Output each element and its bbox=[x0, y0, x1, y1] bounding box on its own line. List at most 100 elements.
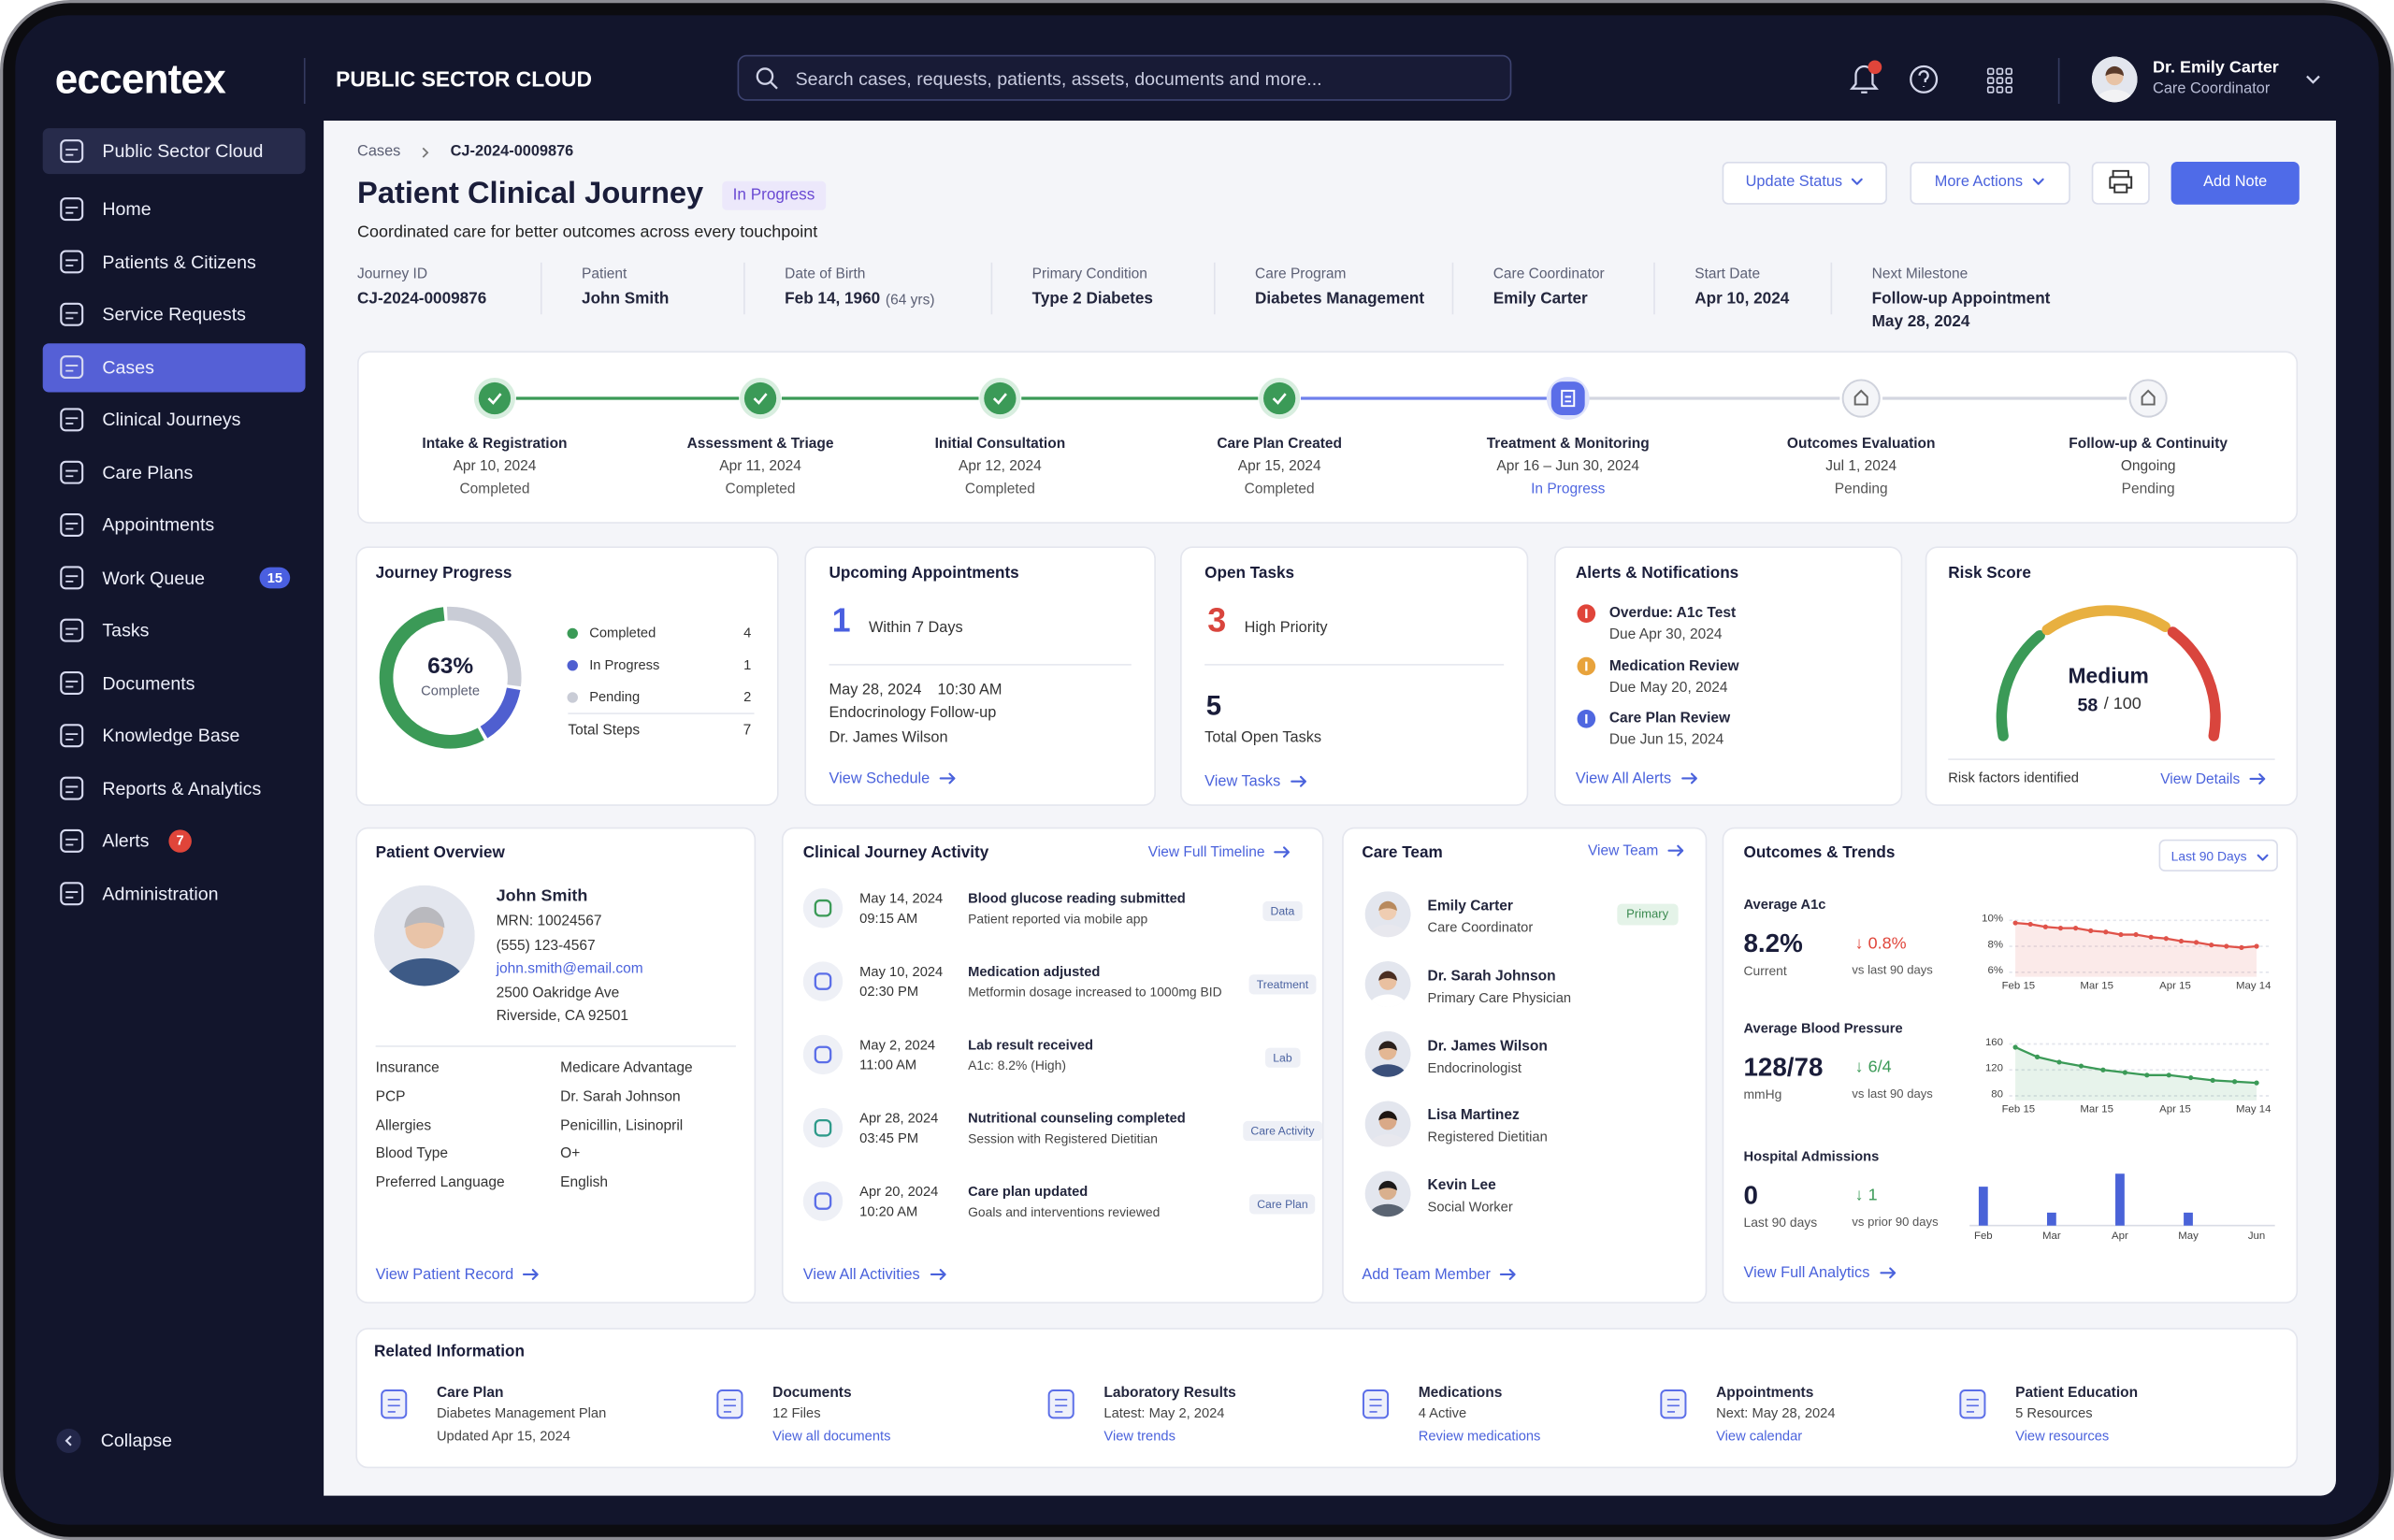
outcomes-card bbox=[1722, 827, 2299, 1303]
step-node bbox=[2128, 379, 2168, 418]
collapse-label[interactable]: Collapse bbox=[100, 1430, 173, 1452]
arrow-icon-path bbox=[1500, 1269, 1517, 1281]
link[interactable]: Add Team Member bbox=[1362, 1267, 1518, 1286]
field-label: Allergies bbox=[375, 1116, 432, 1134]
header-divider bbox=[2057, 58, 2060, 104]
nav-icon-detail bbox=[65, 259, 79, 266]
card-divider bbox=[1204, 664, 1505, 666]
nav-icon-detail bbox=[65, 365, 79, 372]
field-value: O+ bbox=[560, 1145, 581, 1163]
link[interactable]: View Tasks bbox=[1204, 774, 1307, 793]
nav-label[interactable]: Public Sector Cloud bbox=[102, 139, 264, 162]
nav-icon bbox=[60, 460, 84, 484]
activity-tag: Care Activity bbox=[1243, 1120, 1322, 1142]
nav-label[interactable]: Alerts bbox=[102, 829, 150, 852]
nav-icon bbox=[60, 139, 84, 164]
collapse-chevron bbox=[65, 1435, 72, 1446]
summary-label: Next Milestone bbox=[1871, 266, 1969, 283]
bar bbox=[2184, 1212, 2193, 1226]
related-link[interactable]: View trends bbox=[1103, 1428, 1175, 1444]
nav-icon bbox=[60, 197, 84, 222]
related-link[interactable]: View all documents bbox=[772, 1428, 891, 1444]
step-name: Assessment & Triage bbox=[686, 435, 834, 453]
y-tick-label: 10% bbox=[1982, 914, 2004, 925]
link[interactable]: View All Alerts bbox=[1576, 770, 1699, 789]
user-name[interactable]: Dr. Emily Carter bbox=[2153, 58, 2279, 78]
related-title: Documents bbox=[772, 1385, 852, 1402]
button-label[interactable]: More Actions bbox=[1935, 174, 2044, 193]
activity-icon-glyph bbox=[814, 899, 832, 917]
nav-label[interactable]: Tasks bbox=[102, 619, 150, 641]
nav-label[interactable]: Clinical Journeys bbox=[102, 409, 241, 430]
link[interactable]: View Full Timeline bbox=[1148, 844, 1292, 862]
legend-dot bbox=[567, 627, 578, 640]
breadcrumb[interactable]: Cases bbox=[357, 143, 401, 161]
bell-icon bbox=[1849, 65, 1879, 94]
member-role: Endocrinologist bbox=[1427, 1059, 1522, 1075]
page-subtitle: Coordinated care for better outcomes acr… bbox=[357, 223, 818, 242]
nav-label[interactable]: Work Queue bbox=[102, 567, 206, 588]
nav-icon-detail bbox=[65, 680, 79, 688]
activity-tag: Care Plan bbox=[1249, 1194, 1316, 1215]
trend-point bbox=[2209, 943, 2214, 948]
nav-label[interactable]: Cases bbox=[102, 355, 154, 378]
risk-score: 58 bbox=[2077, 694, 2098, 716]
legend-label: Completed bbox=[589, 625, 656, 640]
link[interactable]: View Team bbox=[1588, 843, 1686, 861]
apps-icon bbox=[1996, 67, 2004, 76]
search-placeholder[interactable]: Search cases, requests, patients, assets… bbox=[795, 68, 1322, 90]
step-node bbox=[1263, 381, 1296, 415]
nav-icon bbox=[60, 882, 84, 906]
trend-point bbox=[2254, 943, 2259, 949]
trend-point bbox=[2118, 931, 2124, 938]
nav-label[interactable]: Patients & Citizens bbox=[102, 251, 256, 273]
summary-value: Feb 14, 1960 bbox=[785, 289, 881, 309]
patient-email[interactable]: john.smith@email.com bbox=[496, 960, 643, 978]
help-icon bbox=[1910, 65, 1939, 94]
summary-divider bbox=[1213, 262, 1216, 315]
link[interactable]: View Schedule bbox=[829, 770, 958, 789]
link[interactable]: View Full Analytics bbox=[1743, 1265, 1896, 1284]
search-box[interactable] bbox=[737, 54, 1512, 101]
product-name: PUBLIC SECTOR CLOUD bbox=[336, 66, 593, 92]
nav-label[interactable]: Service Requests bbox=[102, 303, 246, 325]
step-name: Intake & Registration bbox=[422, 435, 568, 453]
step-icon bbox=[1561, 389, 1576, 408]
nav-label[interactable]: Home bbox=[102, 197, 151, 220]
card-divider bbox=[1948, 758, 2275, 760]
related-link[interactable]: Review medications bbox=[1418, 1428, 1541, 1444]
button[interactable] bbox=[1910, 162, 2070, 205]
x-tick-label: Mar 15 bbox=[2080, 1104, 2113, 1115]
nav-label[interactable]: Administration bbox=[102, 882, 219, 904]
nav-label[interactable]: Appointments bbox=[102, 513, 215, 536]
link[interactable]: View Patient Record bbox=[376, 1267, 541, 1286]
card-title: Upcoming Appointments bbox=[829, 564, 1019, 583]
related-icon-lines bbox=[387, 1399, 400, 1413]
nav-label[interactable]: Knowledge Base bbox=[102, 725, 240, 746]
progress-percent: 63% bbox=[427, 653, 474, 680]
chevron-icon-path bbox=[2032, 179, 2044, 186]
related-link[interactable]: View resources bbox=[2015, 1428, 2110, 1444]
nav-label[interactable]: Documents bbox=[102, 671, 195, 694]
summary-divider bbox=[540, 262, 542, 315]
nav-label[interactable]: Reports & Analytics bbox=[102, 777, 262, 799]
arrow-icon-path bbox=[1680, 773, 1697, 785]
related-title: Appointments bbox=[1716, 1385, 1814, 1402]
nav-label[interactable]: Care Plans bbox=[102, 461, 194, 483]
button-label[interactable]: Update Status bbox=[1746, 174, 1864, 193]
open-tasks-label: Total Open Tasks bbox=[1204, 729, 1322, 747]
activity-date: Apr 20, 2024 bbox=[859, 1184, 939, 1200]
related-link[interactable]: View calendar bbox=[1716, 1428, 1803, 1444]
risk-note: Risk factors identified bbox=[1948, 770, 2079, 785]
trend-point bbox=[2224, 943, 2229, 949]
print-button[interactable] bbox=[2091, 162, 2150, 205]
total-label: Total Steps bbox=[568, 722, 641, 740]
primary-button[interactable] bbox=[2170, 162, 2300, 205]
button-label[interactable]: Add Note bbox=[2203, 174, 2268, 192]
link[interactable]: View All Activities bbox=[803, 1267, 947, 1286]
link[interactable]: View Details bbox=[2160, 771, 2267, 789]
period-label[interactable]: Last 90 Days bbox=[2171, 848, 2269, 864]
step-date: Ongoing bbox=[2120, 458, 2176, 476]
arrow-icon-path bbox=[1290, 776, 1306, 788]
